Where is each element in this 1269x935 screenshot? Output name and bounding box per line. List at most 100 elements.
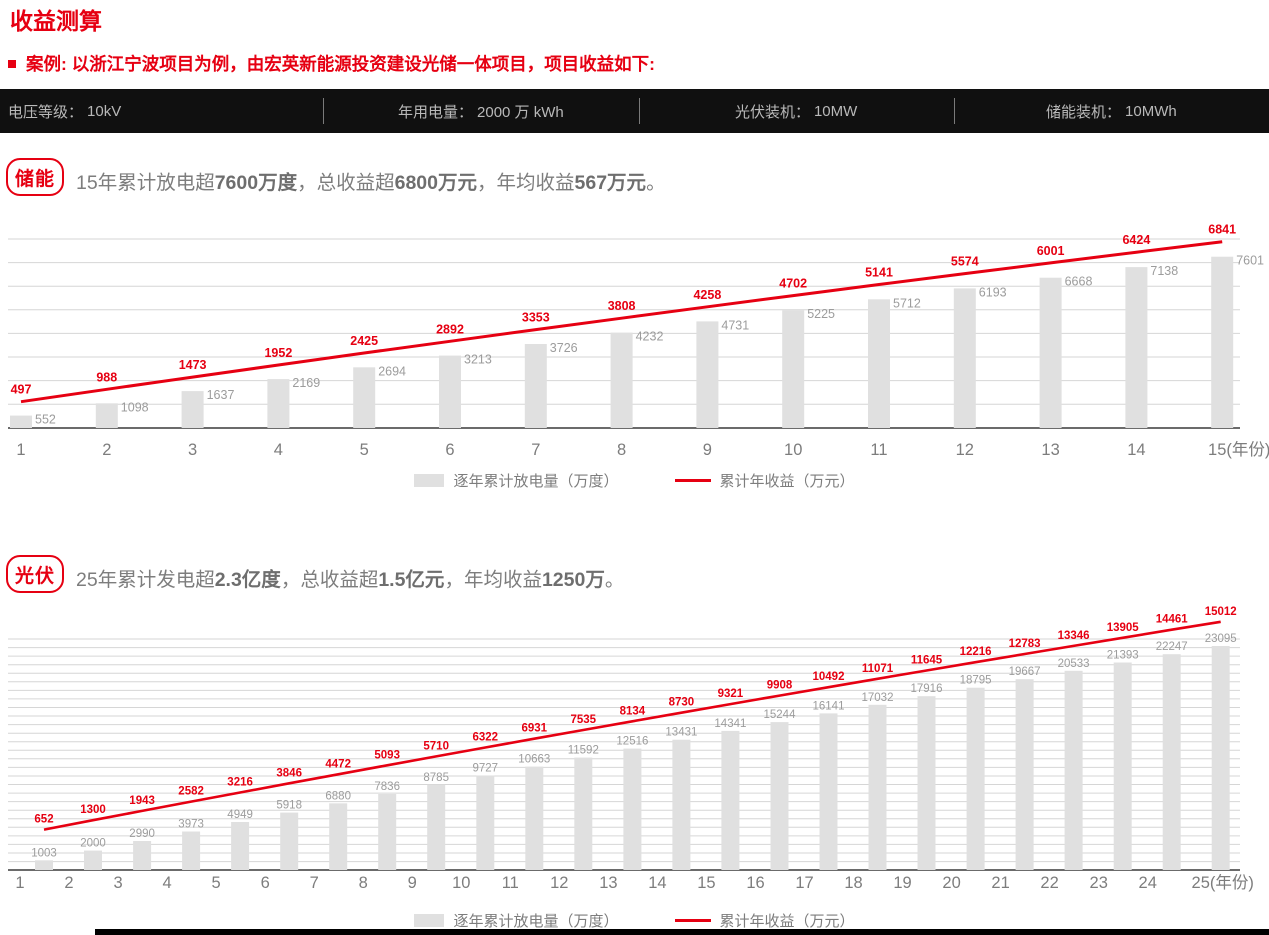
line-value-label: 6424 — [1122, 233, 1150, 247]
summary-segment: ，总收益超 — [280, 569, 379, 591]
case-row: 案例: 以浙江宁波项目为例，由宏英新能源投资建设光储一体项目，项目收益如下: — [8, 51, 655, 76]
bar-swatch-icon — [414, 474, 445, 487]
line-value-label: 3353 — [522, 311, 550, 325]
summary-segment-bold: 2.3亿度 — [214, 569, 281, 591]
line-value-label: 6841 — [1208, 223, 1236, 237]
legend-label: 累计年收益（万元） — [719, 473, 855, 490]
bar — [623, 748, 642, 870]
bar — [1162, 654, 1181, 870]
bar — [267, 379, 290, 428]
x-tick-label: 2 — [64, 874, 73, 892]
x-tick-label: 13 — [599, 874, 617, 892]
x-tick-label: 11 — [502, 874, 519, 892]
x-tick-label: 2 — [102, 441, 111, 459]
bullet-square-icon — [8, 59, 16, 68]
x-tick-label: 18 — [844, 874, 862, 892]
legend-item-line: 累计年收益（万元） — [674, 910, 855, 931]
x-tick-label: 12 — [956, 441, 974, 459]
bar-value-label: 7601 — [1236, 254, 1264, 268]
x-tick-label: 15 — [697, 874, 715, 892]
bar-value-label: 20533 — [1058, 658, 1090, 670]
bar — [782, 310, 805, 428]
bar-value-label: 5918 — [276, 800, 302, 812]
summary-segment-bold: 567万元 — [574, 172, 647, 194]
bar-value-label: 2990 — [129, 828, 155, 840]
param-cell-pv-capacity: 光伏装机： 10MW — [638, 89, 954, 133]
summary-segment-bold: 7600万度 — [214, 172, 298, 194]
line-value-label: 15012 — [1205, 606, 1237, 618]
x-tick-label: 6 — [261, 874, 270, 892]
bar-value-label: 10663 — [518, 754, 550, 766]
summary-segment: ，总收益超 — [297, 172, 395, 194]
bar — [35, 860, 53, 870]
line-swatch-icon — [674, 478, 711, 483]
line-value-label: 8134 — [620, 705, 646, 717]
legend-item-bars: 逐年累计放电量（万度） — [414, 470, 619, 491]
summary-segment: 。 — [604, 569, 625, 591]
bar — [966, 687, 985, 870]
x-tick-label: 6 — [445, 441, 454, 459]
line-value-label: 13905 — [1107, 622, 1140, 634]
params-bar: 电压等级： 10kV 年用电量： 2000 万 kWh 光伏装机： 10MW 储… — [0, 89, 1269, 133]
param-cell-annual-usage: 年用电量： 2000 万 kWh — [323, 89, 638, 133]
pv-chart: 1003200029903973494959186880783687859727… — [8, 606, 1254, 892]
param-label: 储能装机： — [1046, 103, 1122, 121]
bar-value-label: 1098 — [121, 400, 149, 414]
line-value-label: 4472 — [325, 758, 351, 770]
x-tick-label: 9 — [703, 441, 712, 459]
legend-label: 逐年累计放电量（万度） — [453, 913, 619, 930]
x-tick-label: 17 — [795, 874, 813, 892]
x-tick-label: 3 — [188, 441, 197, 459]
line-value-label: 14461 — [1156, 614, 1189, 626]
bar — [231, 822, 250, 870]
param-value: 10MWh — [1125, 102, 1177, 120]
bar-swatch-icon — [414, 914, 445, 927]
line-value-label: 12216 — [960, 646, 992, 658]
summary-segment: 。 — [646, 172, 666, 194]
bar — [1125, 267, 1148, 428]
line-value-label: 7535 — [571, 714, 597, 726]
storage-chart-legend: 逐年累计放电量（万度） 累计年收益（万元） — [0, 470, 1269, 491]
bar-value-label: 17032 — [862, 692, 894, 704]
param-label: 年用电量： — [398, 103, 474, 121]
x-tick-label: 1 — [16, 441, 25, 459]
bar-value-label: 2000 — [80, 838, 106, 850]
line-value-label: 3808 — [608, 299, 636, 313]
bar-value-label: 21393 — [1107, 650, 1139, 662]
x-tick-label: 16 — [746, 874, 764, 892]
summary-segment-bold: 1250万 — [541, 569, 605, 591]
line-value-label: 1952 — [264, 346, 292, 360]
x-tick-label: 25(年份) — [1192, 873, 1254, 892]
line-value-label: 1473 — [179, 358, 207, 372]
bar-value-label: 12516 — [616, 736, 648, 748]
bar-value-label: 5225 — [807, 307, 835, 321]
pv-chart-legend: 逐年累计放电量（万度） 累计年收益（万元） — [0, 910, 1269, 931]
bar — [868, 704, 887, 870]
line-value-label: 5574 — [951, 255, 979, 269]
x-tick-label: 4 — [163, 874, 172, 892]
bar — [133, 841, 152, 870]
param-value: 10MW — [813, 102, 858, 120]
line-value-label: 10492 — [813, 671, 845, 683]
x-tick-label: 21 — [991, 874, 1009, 892]
bar — [10, 415, 32, 428]
bar-value-label: 1003 — [31, 847, 57, 859]
x-tick-label: 4 — [274, 441, 283, 459]
bar — [574, 757, 593, 870]
storage-chart: 5521098163721692694321337264232473152255… — [8, 223, 1269, 459]
bar — [476, 775, 495, 870]
x-tick-label: 14 — [648, 874, 666, 892]
bar — [378, 794, 397, 870]
x-tick-label: 5 — [212, 874, 221, 892]
pv-summary: 25年累计发电超2.3亿度，总收益超1.5亿元，年均收益1250万。 — [76, 563, 624, 592]
bar-value-label: 3213 — [464, 353, 492, 367]
x-tick-label: 24 — [1139, 874, 1157, 892]
x-tick-label: 15(年份) — [1208, 440, 1269, 459]
bar — [439, 355, 461, 428]
summary-segment: ，年均收益 — [477, 172, 575, 194]
bar — [182, 831, 201, 870]
bar — [427, 784, 446, 870]
bar — [953, 288, 976, 428]
storage-summary: 15年累计放电超7600万度，总收益超6800万元，年均收益567万元。 — [76, 166, 666, 195]
summary-segment: 25年累计发电超 — [76, 569, 215, 591]
